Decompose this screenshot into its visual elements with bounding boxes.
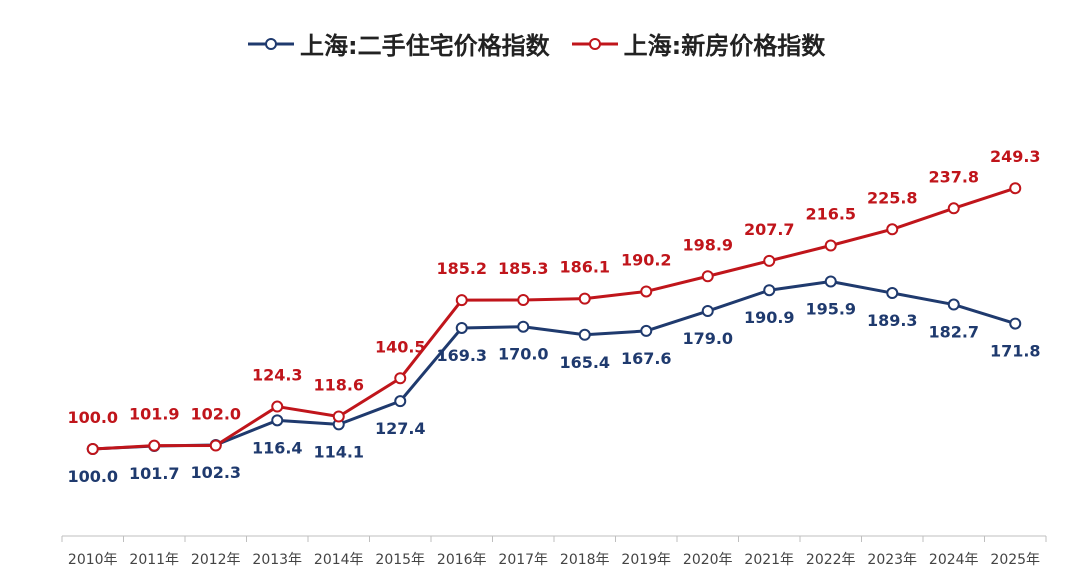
data-point: [1009, 317, 1022, 330]
data-label: 101.7: [129, 464, 180, 483]
data-label: 171.8: [990, 342, 1041, 361]
legend-item-resale: 上海:二手住宅价格指数: [248, 26, 550, 61]
data-point: [701, 270, 714, 283]
x-tick-label: 2010年: [68, 552, 118, 568]
data-label: 237.8: [928, 167, 979, 186]
data-label: 190.9: [744, 308, 795, 327]
legend-label-new: 上海:新房价格指数: [623, 32, 826, 60]
data-point: [640, 285, 653, 298]
legend: 上海:二手住宅价格指数 上海:新房价格指数: [248, 26, 825, 61]
data-label: 118.6: [313, 376, 364, 395]
data-point: [701, 305, 714, 318]
data-label: 167.6: [621, 349, 672, 368]
data-label: 100.0: [67, 467, 118, 486]
data-point: [824, 239, 837, 252]
data-point: [824, 275, 837, 288]
data-label: 216.5: [805, 205, 856, 224]
data-label: 169.3: [436, 346, 487, 365]
data-label: 165.4: [559, 353, 610, 372]
data-point: [332, 410, 345, 423]
data-label: 114.1: [313, 442, 364, 461]
data-point: [1009, 182, 1022, 195]
data-label: 170.0: [498, 345, 549, 364]
data-point: [578, 328, 591, 341]
data-label: 195.9: [805, 299, 856, 318]
data-point: [517, 320, 530, 333]
data-point: [517, 294, 530, 307]
x-tick-label: 2020年: [683, 552, 733, 568]
data-label: 249.3: [990, 147, 1041, 166]
data-label: 116.4: [252, 438, 303, 457]
data-point: [947, 298, 960, 311]
data-label: 179.0: [682, 329, 733, 348]
data-label: 190.2: [621, 250, 672, 269]
data-label: 124.3: [252, 366, 303, 385]
data-label: 225.8: [867, 188, 918, 207]
data-point: [455, 321, 468, 334]
x-tick-label: 2011年: [129, 552, 179, 568]
data-point: [578, 292, 591, 305]
data-label: 198.9: [682, 235, 733, 254]
data-label: 100.0: [67, 408, 118, 427]
x-tick-label: 2015年: [375, 552, 425, 568]
data-label: 185.3: [498, 259, 549, 278]
data-point: [455, 294, 468, 307]
data-label: 207.7: [744, 220, 795, 239]
data-point: [886, 223, 899, 236]
x-tick-label: 2016年: [437, 552, 487, 568]
x-tick-label: 2012年: [191, 552, 241, 568]
x-tick-label: 2013年: [252, 552, 302, 568]
x-tick-label: 2019年: [621, 552, 671, 568]
x-tick-label: 2021年: [744, 552, 794, 568]
legend-item-new: 上海:新房价格指数: [571, 26, 826, 61]
legend-label-resale: 上海:二手住宅价格指数: [300, 32, 550, 60]
data-point: [763, 254, 776, 267]
data-point: [271, 414, 284, 427]
data-label: 102.0: [190, 405, 241, 424]
data-point: [148, 439, 161, 452]
data-label: 185.2: [436, 259, 487, 278]
data-point: [763, 284, 776, 297]
data-point: [640, 324, 653, 337]
x-tick-label: 2018年: [560, 552, 610, 568]
x-tick-label: 2017年: [498, 552, 548, 568]
x-tick-label: 2024年: [929, 552, 979, 568]
data-label: 182.7: [928, 323, 979, 342]
legend-swatch-new: [571, 37, 618, 50]
data-point: [271, 400, 284, 413]
x-tick-label: 2022年: [806, 552, 856, 568]
data-label: 102.3: [190, 463, 241, 482]
x-tick-label: 2014年: [314, 552, 364, 568]
x-tick-label: 2023年: [867, 552, 917, 568]
data-label: 189.3: [867, 311, 918, 330]
data-point: [886, 287, 899, 300]
data-point: [947, 202, 960, 215]
series-line-0: [92, 279, 1016, 451]
data-point: [394, 395, 407, 408]
legend-swatch-resale: [248, 37, 294, 50]
data-label: 140.5: [375, 337, 426, 356]
data-point: [394, 372, 407, 385]
x-tick-label: 2025年: [990, 552, 1040, 568]
data-label: 127.4: [375, 419, 426, 438]
data-point: [86, 443, 99, 455]
data-point: [209, 439, 222, 452]
series-line-1: [92, 186, 1016, 451]
data-label: 186.1: [559, 258, 610, 277]
data-label: 101.9: [129, 405, 180, 424]
